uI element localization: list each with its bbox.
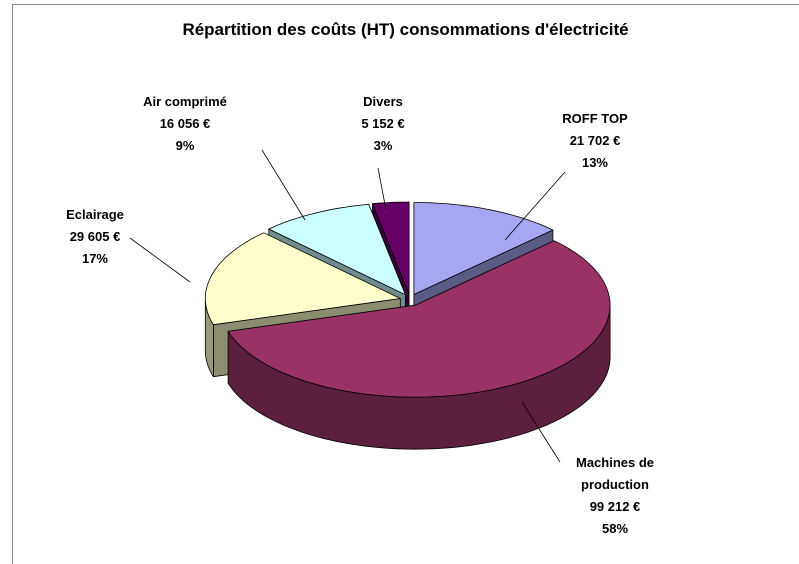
label-percent: 3% <box>373 138 393 153</box>
label-name: Machines de production <box>575 455 655 492</box>
label-name: ROFF TOP <box>562 111 628 126</box>
slice <box>204 232 401 326</box>
label-percent: 17% <box>81 251 109 266</box>
label-value: 16 056 € <box>159 116 211 131</box>
slice <box>372 201 410 295</box>
frame <box>12 4 799 564</box>
label-name: Eclairage <box>66 207 124 222</box>
leader-line <box>521 401 561 463</box>
data-label: Divers 5 152 € 3% <box>361 91 404 157</box>
leader-line <box>377 167 387 211</box>
label-percent: 9% <box>175 138 195 153</box>
slice <box>227 240 611 398</box>
label-name: Divers <box>363 94 403 109</box>
label-value: 99 212 € <box>589 499 641 514</box>
leader-line <box>129 237 191 283</box>
label-percent: 58% <box>601 521 629 536</box>
leader-line <box>261 149 306 221</box>
chart-title: Répartition des coûts (HT) consommations… <box>182 20 629 39</box>
label-value: 21 702 € <box>569 133 621 148</box>
leader-line <box>504 171 566 241</box>
data-label: Eclairage 29 605 € 17% <box>66 204 124 270</box>
label-percent: 13% <box>581 155 609 170</box>
label-value: 29 605 € <box>69 229 121 244</box>
data-label: Machines de production 99 212 € 58% <box>563 452 668 540</box>
data-label: ROFF TOP 21 702 € 13% <box>562 108 627 174</box>
label-value: 5 152 € <box>361 116 405 131</box>
data-label: Air comprimé 16 056 € 9% <box>143 91 227 157</box>
label-name: Air comprimé <box>143 94 227 109</box>
slice <box>268 203 406 296</box>
